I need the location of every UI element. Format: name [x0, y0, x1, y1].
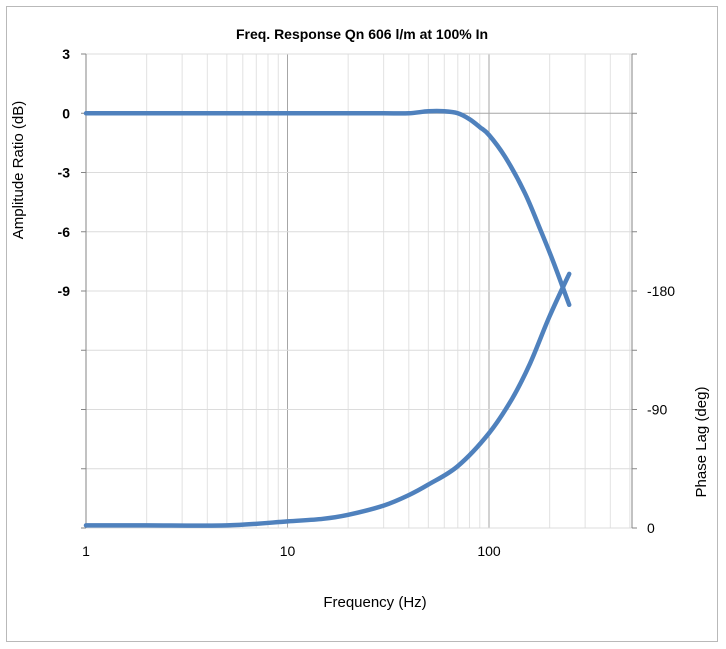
y-left-tick-label: 3 [62, 46, 70, 62]
y-right-tick-label: -180 [647, 283, 675, 299]
x-axis-title: Frequency (Hz) [323, 594, 426, 611]
y-left-tick-label: 0 [62, 105, 70, 121]
phase-series-line [83, 271, 572, 528]
y-axis-left-title: Amplitude Ratio (dB) [10, 101, 27, 239]
y-right-tick-label: -90 [647, 402, 667, 418]
grid-layer [81, 53, 637, 529]
label-layer: 1 10 100 3 0 -3 -6 -9 -180 -90 0 [58, 46, 676, 559]
chart-title: Freq. Response Qn 606 l/m at 100% In [236, 26, 488, 42]
y-left-tick-label: -6 [58, 224, 71, 240]
y-left-tick-label: -3 [58, 165, 71, 181]
y-right-tick-label: 0 [647, 520, 655, 536]
x-tick-label: 100 [477, 543, 501, 559]
series-layer [83, 108, 572, 528]
x-tick-label: 1 [82, 543, 90, 559]
y-axis-right-title: Phase Lag (deg) [693, 387, 710, 498]
x-tick-label: 10 [280, 543, 296, 559]
y-left-tick-label: -9 [58, 283, 71, 299]
amplitude-series-line [83, 108, 572, 308]
